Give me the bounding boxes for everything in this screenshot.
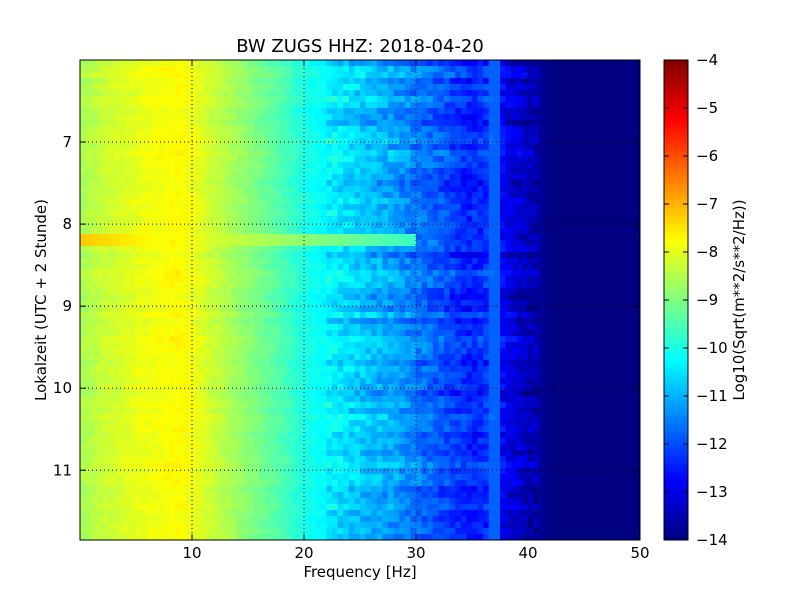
- colorbar-tick-label: −8: [696, 243, 718, 261]
- x-tick-label: 50: [630, 544, 649, 562]
- colorbar-tick-label: −5: [696, 99, 718, 117]
- x-tick-label: 40: [518, 544, 537, 562]
- colorbar-tick-label: −14: [696, 531, 728, 549]
- colorbar-tick-label: −13: [696, 483, 728, 501]
- chart-title: BW ZUGS HHZ: 2018-04-20: [236, 36, 484, 57]
- x-tick-label: 30: [406, 544, 425, 562]
- grid-lines: [80, 60, 640, 540]
- y-axis-label: Lokalzeit (UTC + 2 Stunde): [32, 199, 50, 401]
- y-tick-label: 8: [62, 215, 72, 233]
- colorbar-tick-label: −7: [696, 195, 718, 213]
- colorbar-axis: −4 −5 −6 −7 −8 −9 −10 −11 −12 −13 −14: [664, 51, 728, 549]
- colorbar-tick-label: −11: [696, 387, 728, 405]
- y-tick-label: 10: [53, 379, 72, 397]
- colorbar-tick-label: −12: [696, 435, 728, 453]
- y-tick-label: 11: [53, 461, 72, 479]
- colorbar-tick-label: −9: [696, 291, 718, 309]
- x-tick-label: 10: [182, 544, 201, 562]
- x-axis: 10 20 30 40 50: [182, 60, 650, 562]
- colorbar-label: Log10(Sqrt(m**2/s**2/Hz)): [730, 199, 748, 400]
- x-axis-label: Frequency [Hz]: [303, 563, 416, 581]
- y-tick-label: 9: [62, 297, 72, 315]
- plot-frame: [79, 59, 641, 541]
- y-axis: 7 8 9 10 11: [53, 133, 640, 479]
- y-tick-label: 7: [62, 133, 72, 151]
- colorbar-tick-label: −10: [696, 339, 728, 357]
- colorbar-tick-label: −4: [696, 51, 718, 69]
- heatmap-image: [80, 60, 640, 540]
- x-tick-label: 20: [294, 544, 313, 562]
- colorbar-tick-label: −6: [696, 147, 718, 165]
